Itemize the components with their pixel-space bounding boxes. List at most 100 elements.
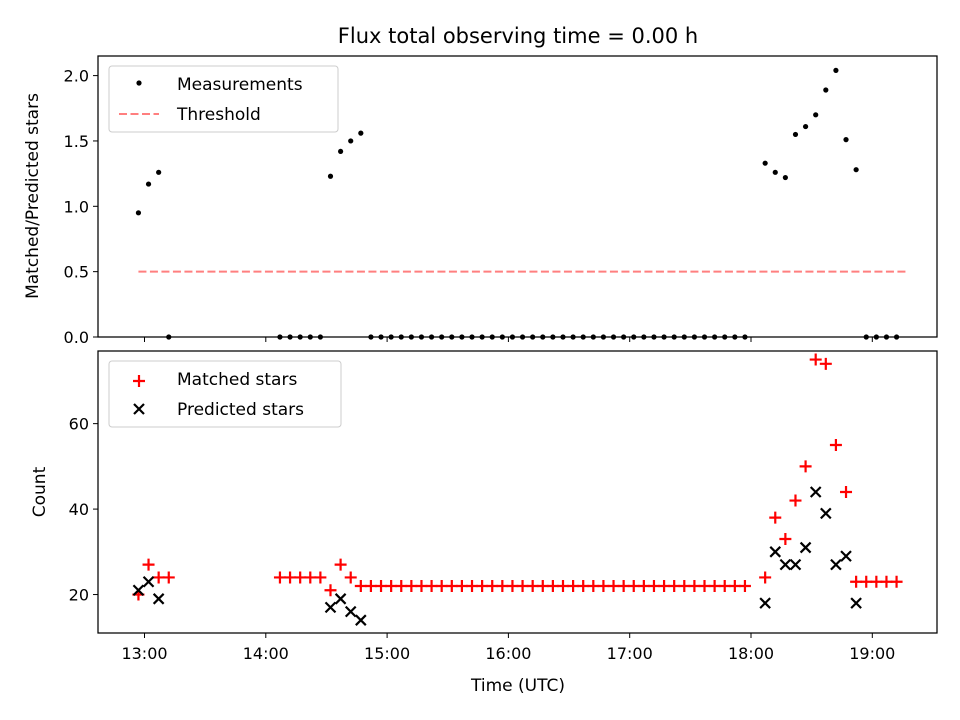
measurement-point [802,123,809,130]
measurement-point [853,167,859,173]
matched-star-point [668,580,681,592]
matched-star-point [840,486,853,498]
measurement-point [156,169,162,175]
matched-star-point [445,580,458,592]
matched-star-point [273,571,286,584]
bottom-ytick-label: 40 [69,500,89,519]
predicted-star-point [152,593,165,605]
bottom-xtick-label: 13:00 [121,644,167,663]
top-ytick-label: 1.0 [64,197,89,216]
matched-star-point [819,357,832,370]
measurement-point [348,138,354,144]
bottom-panel-ticks: 20 40 60 13:00 14:00 15:00 16:00 17:00 18:00 19:0… [69,415,896,663]
bottom-panel-frame [97,350,938,634]
matched-star-point [395,580,408,592]
matched-star-point [536,580,549,592]
predicted-star-point [142,575,155,588]
matched-star-point [415,580,428,592]
bottom-xtick-label: 19:00 [849,644,895,663]
matched-star-point [466,580,479,592]
matched-star-point [567,580,580,592]
bottom-legend-box [108,360,342,428]
bottom-xtick-label: 18:00 [728,644,774,663]
predicted-star-point [850,597,862,609]
matched-star-point [294,571,307,584]
predicted-star-point [132,584,145,597]
matched-star-point [476,580,489,592]
matched-star-point [799,460,812,473]
matched-star-point [597,580,610,592]
matched-star-point [546,580,559,592]
matched-star-point [809,353,822,366]
matched-star-point [880,575,893,588]
bottom-xtick-label: 17:00 [607,644,653,663]
top-ytick-label: 1.5 [64,132,89,151]
measurement-point [772,169,778,175]
legend-matched-label: Matched stars [177,370,297,390]
measurement-point [135,210,142,216]
matched-star-point [344,571,357,584]
matched-star-point [364,580,377,592]
measurement-point [823,87,829,93]
top-ytick-label: 0.0 [64,328,89,347]
top-panel-ylabel: Matched/Predicted stars [23,93,43,299]
matched-star-point [587,580,600,592]
bottom-xtick-label: 14:00 [243,644,289,663]
matched-star-point [890,575,903,588]
predicted-star-point [355,614,367,626]
bottom-panel: 20 40 60 13:00 14:00 15:00 16:00 17:00 18:00 19:0… [30,350,938,696]
legend-measurements-label: Measurements [177,75,303,95]
legend-predicted-marker [133,403,145,415]
matched-star-point [678,580,691,592]
matched-star-point [637,580,650,592]
matched-star-point [718,580,731,592]
matched-star-point [334,558,347,571]
matched-star-point [496,580,509,592]
legend-matched-marker [133,375,145,387]
matched-star-point [738,580,751,592]
matched-star-point [769,511,782,524]
bottom-xtick-label: 16:00 [485,644,531,663]
predicted-star-point [789,558,802,571]
measurement-point [813,112,819,118]
matched-star-point [486,580,499,592]
matched-star-point [425,580,438,592]
measurement-point [762,160,768,166]
bottom-panel-ylabel: Count [30,466,50,517]
bottom-ytick-label: 20 [69,586,89,605]
matched-star-point [304,571,317,584]
measurement-point [833,67,839,73]
predicted-star-point [759,597,771,609]
matched-star-point [617,580,630,592]
top-ytick-label: 0.5 [64,263,89,282]
matched-star-point [789,494,802,507]
matched-star-point [324,584,337,597]
matched-star-point [526,580,539,592]
matched-star-point [375,580,388,592]
matched-star-point [142,558,155,571]
matched-star-point [577,580,590,592]
matched-star-point [647,580,660,592]
predicted-star-point [830,558,842,571]
predicted-star-point [809,486,822,498]
matched-star-point [556,580,569,592]
matched-star-point [516,580,529,592]
top-panel-frame [97,55,938,338]
top-panel-ticks: 0.0 0.5 1.0 1.5 2.0 [64,67,873,347]
predicted-star-point [324,601,337,614]
matched-star-point [779,533,792,545]
bottom-panel-marks [132,353,903,626]
bottom-legend: Matched stars Predicted stars [108,360,342,428]
measurement-point [327,173,334,179]
matched-star-point [860,575,873,588]
matched-star-point [829,439,842,451]
matched-star-point [870,575,883,588]
top-panel: Flux total observing time = 0.00 h 0.00.… [23,24,938,347]
top-legend: Measurements Threshold [108,65,339,133]
matched-star-point [385,580,398,592]
bottom-panel-xlabel: Time (UTC) [470,676,565,696]
legend-predicted-label: Predicted stars [177,400,304,420]
matched-star-point [284,571,297,584]
matched-star-point [152,571,165,584]
measurement-point [145,181,152,187]
